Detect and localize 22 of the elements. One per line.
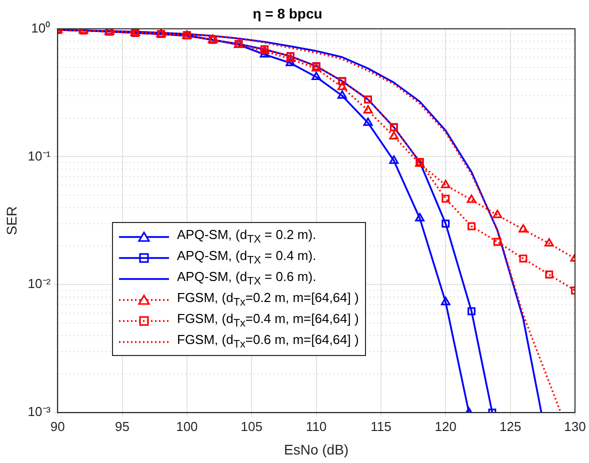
legend-label: FGSM, (d$_{Tx}$=0.6 m, m=[64,64] ) <box>177 332 359 351</box>
y-tick-label: 10⁻² <box>28 276 52 292</box>
x-tick-label: 90 <box>50 418 65 434</box>
legend-label: FGSM, (d$_{Tx}$=0.2 m, m=[64,64] ) <box>177 290 359 309</box>
x-axis-title: EsNo (dB) <box>284 441 349 458</box>
legend-label: FGSM, (d$_{Tx}$=0.4 m, m=[64,64] ) <box>177 311 359 330</box>
chart-title: η = 8 bpcu <box>252 5 322 22</box>
y-tick-label: 10⁰ <box>31 20 51 36</box>
legend-label: APQ-SM, (d$_{TX}$ = 0.6 m). <box>177 269 316 288</box>
x-tick-label: 100 <box>176 418 198 434</box>
x-tick-label: 120 <box>434 418 456 434</box>
x-tick-label: 130 <box>564 418 586 434</box>
x-tick-label: 125 <box>499 418 522 434</box>
y-tick-label: 10⁻¹ <box>28 148 52 164</box>
legend-label: APQ-SM, (d$_{TX}$ = 0.2 m). <box>177 227 316 246</box>
y-axis-title: SER <box>3 206 20 236</box>
y-tick-label: 10⁻³ <box>28 404 52 420</box>
legend-label: APQ-SM, (d$_{TX}$ = 0.4 m). <box>177 248 316 267</box>
x-tick-label: 105 <box>240 418 262 434</box>
x-tick-label: 95 <box>115 418 130 434</box>
x-tick-label: 115 <box>370 418 392 434</box>
x-tick-label: 110 <box>306 418 327 434</box>
